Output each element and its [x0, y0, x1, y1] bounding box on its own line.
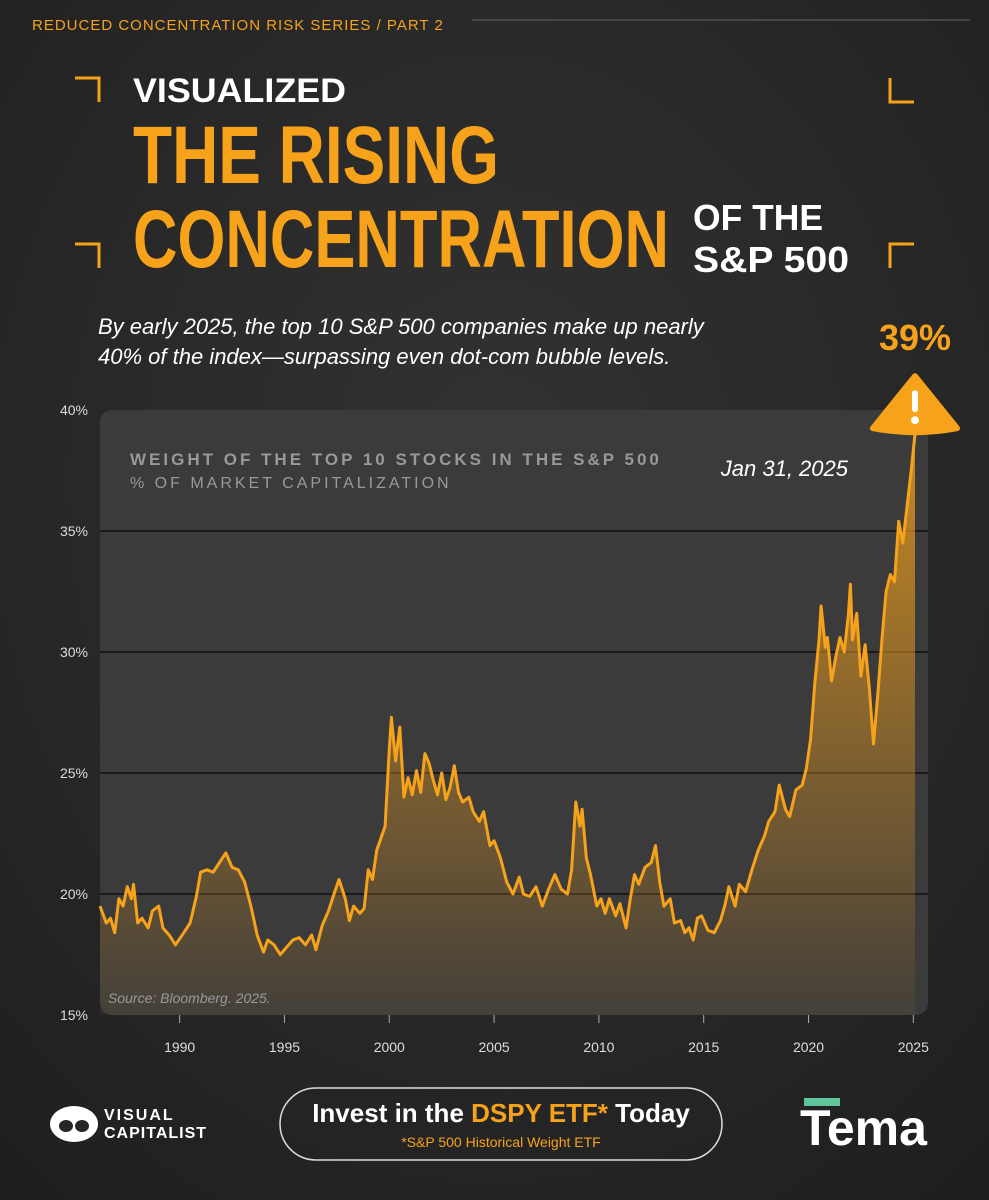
line: [98, 434, 917, 956]
headline: THE RISING: [133, 110, 499, 201]
x-tick-label: 2015: [688, 1039, 719, 1055]
cta-button[interactable]: [279, 1087, 723, 1161]
x-tick-label: 2025: [898, 1039, 929, 1055]
source: Source: Bloomberg. 2025.: [108, 990, 271, 1006]
subtitle: By early 2025, the top 10 S&P 500 compan…: [98, 314, 706, 339]
x-tick-label: 2010: [583, 1039, 614, 1055]
x-tick-label: 1990: [164, 1039, 195, 1055]
cta[interactable]: Invest in the DSPY ETF* Today: [312, 1098, 690, 1128]
cta-note: *S&P 500 Historical Weight ETF: [401, 1134, 600, 1150]
chart-title: WEIGHT OF THE TOP 10 STOCKS IN THE S&P 5…: [130, 450, 662, 469]
headline-side: OF THE: [693, 197, 823, 238]
brand: VISUAL: [104, 1107, 175, 1124]
x-tick-label: 1995: [269, 1039, 300, 1055]
x-tick-label: 2020: [793, 1039, 824, 1055]
annotation-value: 39%: [879, 317, 951, 358]
chart-subtitle: % OF MARKET CAPITALIZATION: [130, 475, 452, 492]
partner: Tema: [800, 1100, 928, 1156]
headline-side: S&P 500: [693, 239, 849, 280]
y-tick-label: 35%: [60, 523, 88, 539]
series-label: REDUCED CONCENTRATION RISK SERIES / PART…: [32, 17, 444, 34]
y-tick-label: 40%: [60, 402, 88, 418]
warning-glyph: [912, 390, 919, 413]
y-tick-label: 30%: [60, 644, 88, 660]
x-tick-label: 2005: [479, 1039, 510, 1055]
brand: CAPITALIST: [104, 1125, 207, 1142]
subtitle: 40% of the index—surpassing even dot-com…: [98, 344, 670, 369]
cta-text: Today: [615, 1098, 690, 1128]
cta-text: Invest in the: [312, 1098, 464, 1128]
tema-logo: Tema: [800, 1098, 928, 1156]
kicker: VISUALIZED: [133, 72, 346, 110]
cta-highlight: DSPY ETF*: [471, 1098, 609, 1128]
area: [100, 434, 916, 1015]
brackets: [75, 76, 914, 268]
visual-capitalist-logo: VISUAL CAPITALIST: [50, 1106, 207, 1142]
y-tick-label: 15%: [60, 1007, 88, 1023]
annotation-date: Jan 31, 2025: [720, 456, 849, 481]
plot-panel: [100, 410, 928, 1015]
headline: CONCENTRATION: [133, 194, 669, 285]
warning-glyph: [911, 416, 920, 425]
x-tick-label: 2000: [374, 1039, 405, 1055]
y-tick-label: 25%: [60, 765, 88, 781]
y-tick-label: 20%: [60, 886, 88, 902]
